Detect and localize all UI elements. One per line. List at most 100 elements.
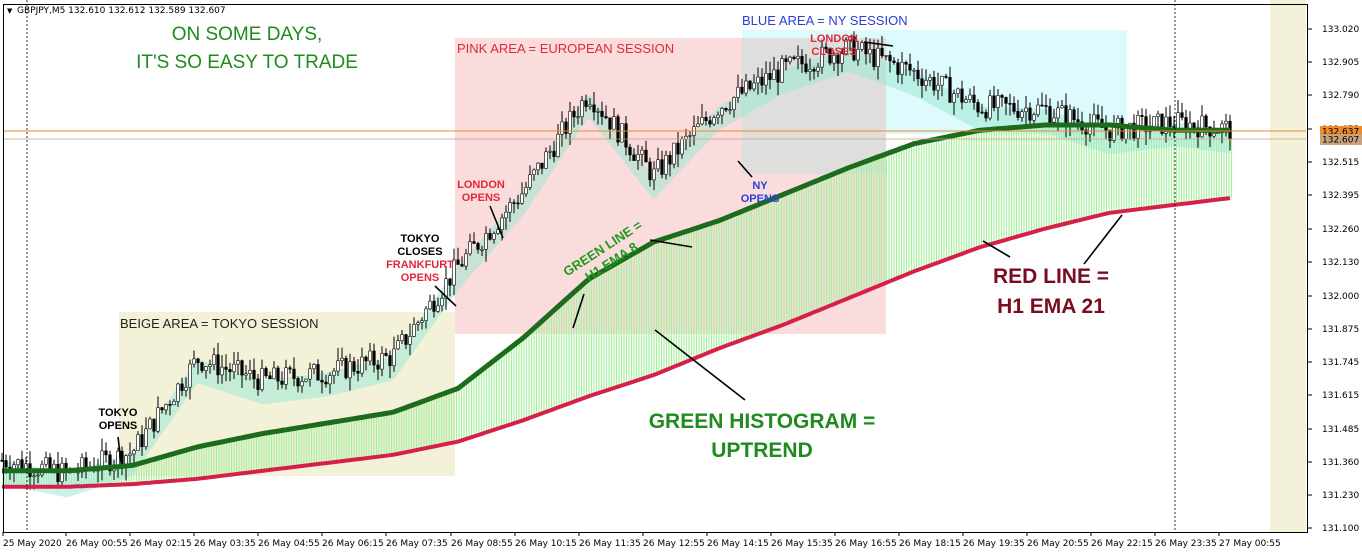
candle-body bbox=[416, 322, 420, 325]
candle-body bbox=[772, 69, 776, 80]
candle-body bbox=[588, 104, 592, 107]
tokyo-opens-label-1: TOKYO bbox=[99, 407, 138, 419]
candle-body bbox=[580, 100, 584, 118]
candle-body bbox=[1116, 117, 1120, 124]
candle-body bbox=[1176, 112, 1180, 129]
frankfurt-opens-label-1: FRANKFURT bbox=[386, 259, 454, 271]
red-line-label-2: H1 EMA 21 bbox=[997, 295, 1105, 318]
candle-body bbox=[312, 364, 316, 370]
candle-body bbox=[708, 120, 712, 125]
candle-body bbox=[280, 380, 284, 385]
candle-body bbox=[812, 69, 816, 72]
candle-body bbox=[268, 375, 272, 380]
y-tick-label: 132.790 bbox=[1322, 91, 1359, 101]
candles bbox=[0, 31, 1232, 490]
candle-body bbox=[212, 354, 216, 365]
london-opens-label-1: LONDON bbox=[457, 179, 505, 191]
candle-body bbox=[1164, 116, 1168, 134]
candle-body bbox=[832, 54, 836, 64]
pointer-red-line-left bbox=[982, 240, 1011, 258]
x-tick-label: 26 May 20:55 bbox=[1027, 539, 1089, 549]
candle-body bbox=[384, 352, 388, 356]
x-tick-label: 26 May 16:55 bbox=[835, 539, 897, 549]
orange-price-label: 132.637 bbox=[1322, 128, 1359, 138]
candle-body bbox=[912, 69, 916, 72]
symbol-info: GBPJPY,M5 132.610 132.612 132.589 132.60… bbox=[17, 6, 226, 16]
x-tick-label: 26 May 22:15 bbox=[1091, 539, 1153, 549]
candle-body bbox=[956, 88, 960, 94]
candle-body bbox=[644, 149, 648, 163]
candle-body bbox=[996, 95, 1000, 108]
candle-body bbox=[1124, 127, 1128, 140]
candle-body bbox=[512, 202, 516, 204]
candle-body bbox=[592, 104, 596, 113]
price-axis: 133.020132.905132.790132.675132.515132.3… bbox=[1308, 25, 1359, 534]
candle-body bbox=[304, 378, 308, 382]
x-tick-label: 26 May 08:55 bbox=[451, 539, 513, 549]
candle-body bbox=[868, 48, 872, 55]
x-tick-label: 26 May 10:15 bbox=[515, 539, 577, 549]
candle-body bbox=[300, 381, 304, 387]
candle-body bbox=[228, 369, 232, 373]
candle-body bbox=[736, 86, 740, 98]
chart-menu-icon[interactable]: ▼ bbox=[7, 7, 13, 15]
candle-body bbox=[908, 63, 912, 71]
candle-body bbox=[276, 367, 280, 382]
y-tick-label: 132.515 bbox=[1322, 158, 1359, 168]
candle-body bbox=[220, 366, 224, 376]
candle-body bbox=[864, 42, 868, 55]
x-tick-label: 26 May 18:15 bbox=[899, 539, 961, 549]
candle-body bbox=[552, 150, 556, 157]
candle-body bbox=[1052, 117, 1056, 123]
current-price-label: 132.607 bbox=[1322, 136, 1359, 146]
candle-body bbox=[572, 110, 576, 118]
candle-body bbox=[1152, 116, 1156, 128]
candle-body bbox=[900, 62, 904, 75]
candle-body bbox=[1048, 106, 1052, 123]
candle-body bbox=[132, 450, 136, 455]
candle-body bbox=[640, 149, 644, 155]
candle-body bbox=[1016, 111, 1020, 118]
candle-body bbox=[536, 162, 540, 171]
candle-body bbox=[172, 401, 176, 406]
candle-body bbox=[388, 355, 392, 367]
candle-body bbox=[48, 457, 52, 470]
candle-body bbox=[128, 453, 132, 456]
candle-body bbox=[204, 366, 208, 371]
candle-body bbox=[352, 361, 356, 372]
candle-body bbox=[764, 73, 768, 86]
pointer-tokyo-closes bbox=[434, 285, 457, 307]
candle-body bbox=[36, 474, 40, 477]
candle-body bbox=[760, 76, 764, 86]
candle-body bbox=[604, 116, 608, 119]
candle-body bbox=[200, 362, 204, 371]
candle-body bbox=[84, 457, 88, 468]
y-tick-label: 132.260 bbox=[1322, 225, 1359, 235]
candle-body bbox=[180, 383, 184, 391]
beige-area-label: BEIGE AREA = TOKYO SESSION bbox=[120, 316, 319, 331]
candle-body bbox=[320, 379, 324, 383]
ny-opens-label-2: OPENS bbox=[741, 193, 780, 205]
candle-body bbox=[940, 75, 944, 86]
candle-body bbox=[716, 114, 720, 118]
candle-body bbox=[224, 366, 228, 370]
candle-body bbox=[768, 73, 772, 80]
candle-body bbox=[476, 243, 480, 250]
candle-body bbox=[508, 202, 512, 213]
candle-body bbox=[732, 97, 736, 110]
candle-body bbox=[1104, 127, 1108, 131]
candle-body bbox=[136, 434, 140, 451]
candle-body bbox=[1180, 112, 1184, 118]
candle-body bbox=[284, 367, 288, 385]
candle-body bbox=[888, 55, 892, 62]
candle-body bbox=[1204, 115, 1208, 128]
candle-body bbox=[396, 340, 400, 350]
x-tick-label: 26 May 07:35 bbox=[386, 539, 448, 549]
candle-body bbox=[672, 142, 676, 165]
y-tick-label: 132.000 bbox=[1322, 292, 1359, 302]
candle-body bbox=[1008, 103, 1012, 105]
y-tick-label: 131.100 bbox=[1322, 524, 1359, 534]
candle-body bbox=[540, 162, 544, 169]
candle-body bbox=[444, 278, 448, 299]
